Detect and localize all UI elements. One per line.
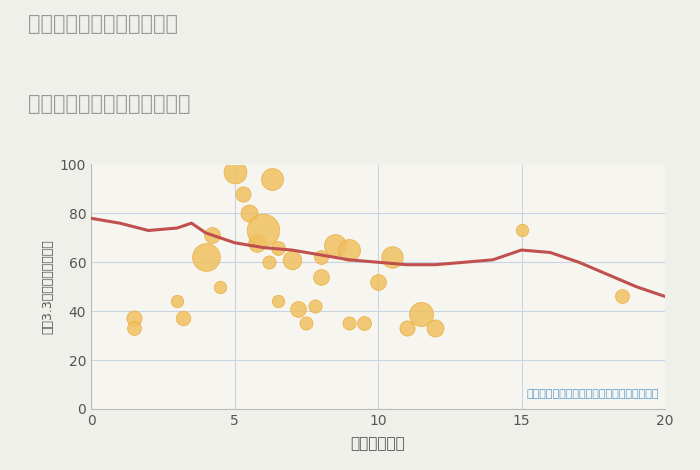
Point bbox=[416, 310, 427, 317]
Point bbox=[200, 254, 211, 261]
Point bbox=[214, 283, 225, 290]
Point bbox=[129, 315, 140, 322]
Text: 円の大きさは、取引のあった物件面積を示す: 円の大きさは、取引のあった物件面積を示す bbox=[527, 389, 659, 399]
Point bbox=[129, 324, 140, 332]
Point bbox=[252, 239, 263, 246]
Point bbox=[330, 242, 341, 249]
Point bbox=[266, 175, 277, 183]
Point bbox=[516, 227, 527, 234]
Point bbox=[237, 190, 248, 197]
Point bbox=[258, 227, 269, 234]
Point bbox=[286, 256, 297, 264]
Point bbox=[309, 303, 321, 310]
Point bbox=[386, 254, 398, 261]
Text: 駅距離別中古マンション価格: 駅距離別中古マンション価格 bbox=[28, 94, 190, 114]
Point bbox=[292, 305, 303, 313]
Point bbox=[177, 315, 188, 322]
Point bbox=[263, 258, 274, 266]
Point bbox=[315, 273, 326, 281]
Point bbox=[372, 278, 384, 286]
Point bbox=[229, 168, 240, 176]
Point bbox=[401, 324, 412, 332]
Point bbox=[301, 320, 312, 327]
Point bbox=[344, 320, 355, 327]
Y-axis label: 坪（3.3㎡）単価（万円）: 坪（3.3㎡）単価（万円） bbox=[41, 239, 54, 334]
Text: 三重県四日市市西富田町の: 三重県四日市市西富田町の bbox=[28, 14, 178, 34]
Point bbox=[344, 246, 355, 254]
Point bbox=[206, 232, 217, 239]
Point bbox=[315, 254, 326, 261]
Point bbox=[358, 320, 370, 327]
Point bbox=[244, 210, 255, 217]
Point bbox=[272, 298, 283, 305]
X-axis label: 駅距離（分）: 駅距離（分） bbox=[351, 436, 405, 451]
Point bbox=[272, 244, 283, 251]
Point bbox=[430, 324, 441, 332]
Point bbox=[617, 293, 628, 300]
Point bbox=[172, 298, 183, 305]
